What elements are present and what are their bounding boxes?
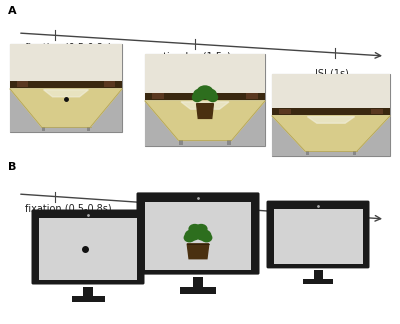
Polygon shape — [145, 101, 265, 141]
Polygon shape — [10, 89, 122, 127]
Bar — [272, 109, 390, 115]
Ellipse shape — [203, 88, 217, 100]
Bar — [152, 93, 164, 99]
Bar — [87, 127, 90, 131]
Bar — [306, 151, 309, 155]
Text: ISI (1s): ISI (1s) — [315, 69, 349, 79]
Text: ISI (1s): ISI (1s) — [305, 231, 339, 241]
Text: A: A — [8, 6, 17, 16]
FancyBboxPatch shape — [266, 201, 370, 268]
Polygon shape — [272, 116, 390, 151]
Ellipse shape — [208, 92, 218, 102]
FancyBboxPatch shape — [136, 192, 260, 275]
Bar — [279, 109, 291, 114]
Bar — [246, 93, 258, 99]
Polygon shape — [181, 102, 229, 109]
Ellipse shape — [193, 88, 207, 100]
Polygon shape — [307, 117, 355, 123]
Polygon shape — [187, 244, 209, 259]
Bar — [274, 209, 362, 264]
Text: fixation (0.5-0.8s): fixation (0.5-0.8s) — [25, 42, 112, 52]
Text: stimulus (1.5s): stimulus (1.5s) — [158, 51, 231, 61]
Bar — [145, 54, 265, 146]
Ellipse shape — [201, 233, 212, 242]
Bar — [42, 127, 45, 131]
Bar — [303, 279, 333, 284]
FancyBboxPatch shape — [32, 210, 144, 284]
Bar — [179, 141, 183, 145]
Bar — [227, 141, 231, 145]
Bar — [371, 109, 383, 114]
Bar — [272, 74, 390, 156]
Ellipse shape — [192, 92, 202, 102]
Text: fixation (0.5-0.8s): fixation (0.5-0.8s) — [25, 203, 112, 214]
Text: B: B — [8, 162, 16, 172]
Bar — [145, 93, 265, 100]
Ellipse shape — [195, 224, 208, 234]
Bar — [17, 81, 28, 87]
Bar — [193, 277, 204, 288]
Bar — [10, 86, 122, 132]
Text: stimulus (1.5s): stimulus (1.5s) — [153, 212, 226, 222]
Ellipse shape — [197, 85, 214, 98]
Bar — [145, 98, 265, 146]
Bar — [314, 270, 322, 279]
Ellipse shape — [189, 226, 207, 238]
Bar — [10, 44, 122, 132]
Bar — [145, 54, 265, 98]
Bar — [180, 287, 216, 294]
Bar — [39, 218, 137, 280]
Bar — [72, 296, 104, 302]
Bar — [10, 81, 122, 88]
Ellipse shape — [184, 233, 195, 242]
Polygon shape — [44, 90, 88, 97]
Ellipse shape — [185, 229, 201, 241]
Bar — [272, 113, 390, 156]
Bar — [145, 202, 251, 270]
Bar — [83, 286, 93, 296]
Bar — [272, 74, 390, 113]
Polygon shape — [197, 104, 214, 118]
Bar — [353, 151, 356, 155]
Bar — [10, 44, 122, 86]
Ellipse shape — [195, 229, 211, 241]
Ellipse shape — [188, 224, 201, 234]
Bar — [104, 81, 115, 87]
